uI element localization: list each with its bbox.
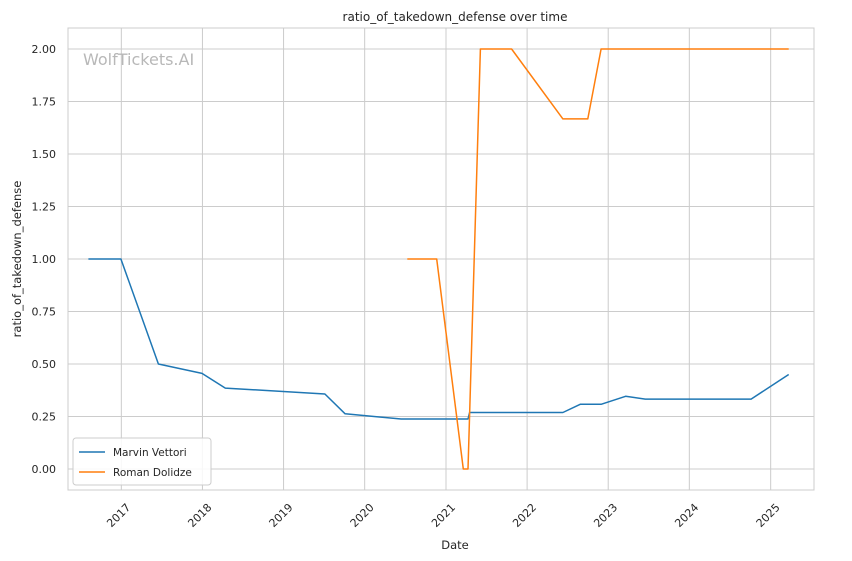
series-lines bbox=[88, 48, 790, 470]
legend: Marvin Vettori Roman Dolidze bbox=[72, 437, 212, 486]
y-tick-label: 2.00 bbox=[32, 43, 57, 56]
legend-label-roman-dolidze: Roman Dolidze bbox=[113, 467, 192, 479]
y-tick-label: 1.75 bbox=[32, 96, 57, 109]
y-tick-label: 1.50 bbox=[32, 148, 57, 161]
chart-title: ratio_of_takedown_defense over time bbox=[343, 10, 568, 24]
grid-lines bbox=[68, 28, 814, 490]
y-tick-label: 0.00 bbox=[32, 463, 57, 476]
series-line-marvin-vettori bbox=[88, 258, 790, 420]
y-tick-labels: 0.00 0.25 0.50 0.75 1.00 1.25 1.50 1.75 2.00 bbox=[32, 43, 57, 476]
watermark: WolfTickets.AI bbox=[83, 50, 194, 69]
y-tick-label: 0.75 bbox=[32, 306, 57, 319]
y-tick-label: 1.00 bbox=[32, 253, 57, 266]
x-axis-title: Date bbox=[441, 538, 469, 552]
y-tick-label: 0.25 bbox=[32, 411, 57, 424]
y-axis-title: ratio_of_takedown_defense bbox=[10, 181, 24, 338]
plot-frame bbox=[67, 27, 815, 491]
series-line-roman-dolidze bbox=[407, 48, 789, 470]
legend-label-marvin-vettori: Marvin Vettori bbox=[113, 447, 187, 459]
legend-box bbox=[72, 437, 212, 486]
y-tick-label: 1.25 bbox=[32, 201, 57, 214]
y-tick-label: 0.50 bbox=[32, 358, 57, 371]
